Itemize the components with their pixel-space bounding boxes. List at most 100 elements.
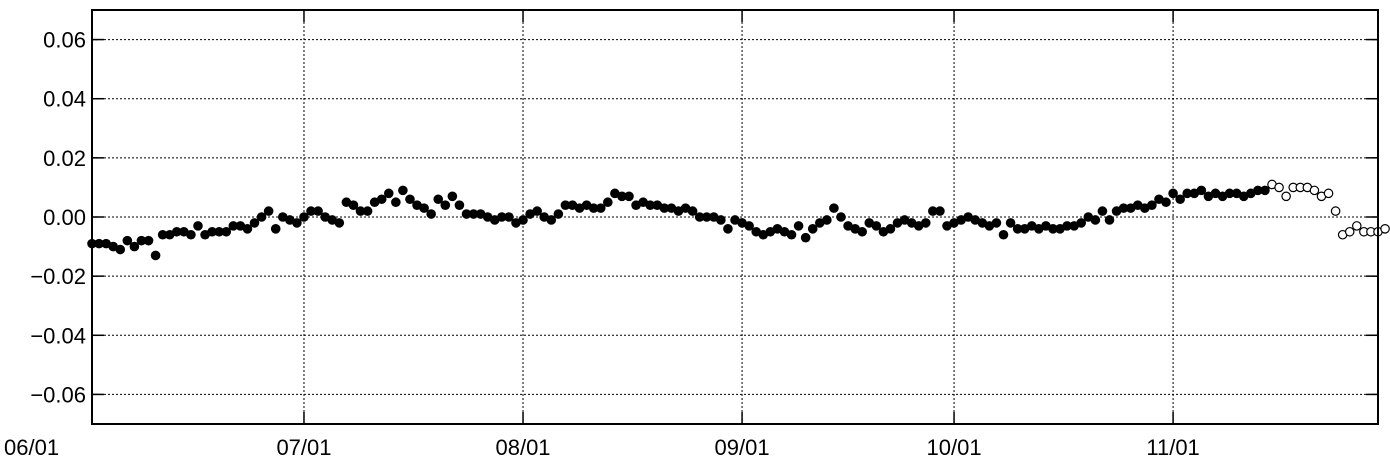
grid-lines (92, 10, 1378, 424)
data-point (447, 191, 458, 202)
data-point (532, 206, 542, 216)
data-point (560, 200, 571, 210)
data-point (744, 221, 754, 231)
data-point (1196, 185, 1207, 196)
data-point (433, 194, 444, 205)
data-point (694, 212, 705, 222)
x-tick-label: 07/01 (276, 435, 331, 460)
data-point (461, 209, 472, 219)
data-point-open (1380, 224, 1390, 234)
x-tick-label: 10/01 (927, 435, 982, 460)
data-points (87, 179, 1390, 261)
data-point (1062, 221, 1072, 231)
y-tick-label: 0.06 (43, 28, 86, 53)
data-point (645, 200, 656, 210)
data-point (383, 188, 394, 199)
data-point (214, 226, 224, 237)
x-tick-label: 08/01 (495, 435, 550, 460)
data-point (793, 221, 804, 231)
data-point (221, 226, 232, 237)
data-point (920, 218, 931, 228)
data-point (723, 224, 733, 234)
data-point (306, 206, 316, 216)
data-point (362, 206, 373, 216)
axis-ticks (91, 10, 1378, 424)
data-point (624, 191, 634, 202)
data-point (1175, 194, 1185, 205)
data-point (928, 206, 938, 216)
y-tick-label: 0.04 (43, 87, 86, 112)
data-point-open (1281, 191, 1291, 202)
data-point (376, 194, 387, 205)
data-point (687, 206, 698, 216)
data-point (270, 224, 281, 234)
data-point (1104, 215, 1115, 225)
data-point (193, 221, 203, 231)
data-point-open (1352, 221, 1362, 231)
data-point (1048, 224, 1058, 234)
data-point (468, 209, 479, 219)
data-point (991, 218, 1002, 228)
data-point (348, 200, 359, 210)
data-point (454, 200, 465, 210)
data-point (1260, 185, 1270, 196)
y-tick-label: −0.04 (30, 323, 86, 348)
data-point (313, 206, 323, 216)
y-tick-label: 0.02 (43, 146, 86, 171)
data-point (129, 241, 140, 252)
data-point (935, 206, 945, 216)
data-point (857, 226, 867, 237)
data-point (497, 212, 507, 222)
data-point (1224, 188, 1235, 199)
data-point (701, 212, 712, 222)
data-point (426, 209, 436, 219)
data-point (440, 200, 451, 210)
data-point-open (1344, 226, 1355, 237)
data-point (143, 235, 154, 246)
data-point (1012, 224, 1023, 234)
data-point (588, 203, 599, 213)
data-point (885, 224, 896, 234)
data-point (157, 229, 168, 240)
data-point (405, 194, 415, 205)
data-point (829, 203, 839, 213)
data-point (242, 224, 253, 234)
data-point (998, 229, 1009, 240)
data-point (504, 212, 514, 222)
data-point-open (1323, 188, 1334, 199)
data-point (659, 203, 670, 213)
data-point (122, 235, 133, 246)
y-tick-label: 0.00 (43, 205, 86, 230)
data-point (334, 218, 345, 228)
y-tick-label: −0.02 (30, 264, 86, 289)
x-tick-label: 09/01 (715, 435, 770, 460)
data-point-open (1330, 206, 1341, 216)
data-point (228, 221, 239, 231)
data-point (1076, 218, 1087, 228)
data-point (207, 226, 217, 237)
data-point (822, 215, 832, 225)
data-point (1090, 215, 1101, 225)
data-point (1097, 206, 1108, 216)
data-point (800, 232, 811, 243)
x-tick-label: 11/01 (1146, 435, 1199, 460)
y-tick-label: −0.06 (30, 382, 86, 407)
data-point-open (1274, 182, 1284, 193)
data-point (836, 212, 846, 222)
data-point (150, 250, 161, 261)
data-point (1161, 197, 1171, 208)
data-point (115, 244, 126, 255)
data-point (716, 215, 726, 225)
tick-labels: 0.06 0.04 0.02 0.00 −0.02 −0.04 −0.06 06/01 07/0… (4, 28, 1200, 460)
data-point (546, 215, 557, 225)
data-point (186, 229, 196, 240)
data-point (786, 229, 797, 240)
data-point (553, 209, 564, 219)
data-point (171, 226, 182, 237)
data-point (94, 238, 104, 249)
data-point (1182, 188, 1193, 199)
data-point (595, 203, 606, 213)
data-point (1253, 185, 1263, 196)
data-point (871, 221, 882, 231)
